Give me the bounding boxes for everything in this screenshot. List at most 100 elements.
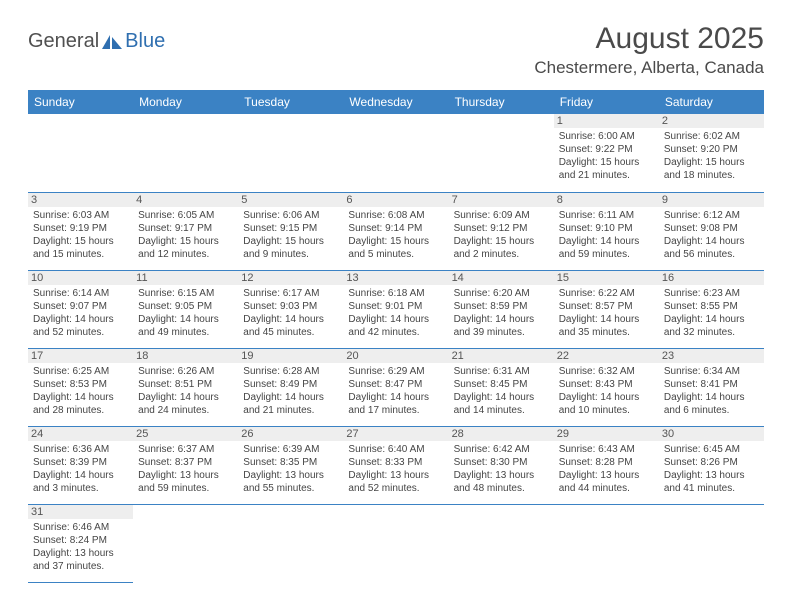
day-detail: Sunrise: 6:00 AMSunset: 9:22 PMDaylight:… bbox=[559, 130, 654, 182]
sunset: Sunset: 8:39 PM bbox=[33, 456, 128, 469]
calendar-cell: 18 Sunrise: 6:26 AMSunset: 8:51 PMDayligh… bbox=[133, 348, 238, 426]
daylight-line2: and 5 minutes. bbox=[348, 248, 443, 261]
daylight-line1: Daylight: 14 hours bbox=[664, 391, 759, 404]
day-detail: Sunrise: 6:43 AMSunset: 8:28 PMDaylight:… bbox=[559, 443, 654, 495]
calendar-cell: 6Sunrise: 6:08 AMSunset: 9:14 PMDaylight… bbox=[343, 192, 448, 270]
day-detail: Sunrise: 6:06 AMSunset: 9:15 PMDaylight:… bbox=[243, 209, 338, 261]
sunrise: Sunrise: 6:45 AM bbox=[664, 443, 759, 456]
calendar-cell: 27 Sunrise: 6:40 AMSunset: 8:33 PMDayligh… bbox=[343, 426, 448, 504]
daylight-line1: Daylight: 15 hours bbox=[243, 235, 338, 248]
sunset: Sunset: 8:30 PM bbox=[454, 456, 549, 469]
sunset: Sunset: 8:26 PM bbox=[664, 456, 759, 469]
calendar-cell: 26Sunrise: 6:39 AMSunset: 8:35 PMDayligh… bbox=[238, 426, 343, 504]
day-detail: Sunrise: 6:29 AMSunset: 8:47 PMDaylight:… bbox=[348, 365, 443, 417]
sunset: Sunset: 8:41 PM bbox=[664, 378, 759, 391]
day-header: Tuesday bbox=[238, 90, 343, 114]
calendar-cell: 30Sunrise: 6:45 AMSunset: 8:26 PMDayligh… bbox=[659, 426, 764, 504]
sunrise: Sunrise: 6:00 AM bbox=[559, 130, 654, 143]
calendar-cell: 15 Sunrise: 6:22 AMSunset: 8:57 PMDayligh… bbox=[554, 270, 659, 348]
sunrise: Sunrise: 6:17 AM bbox=[243, 287, 338, 300]
daylight-line2: and 52 minutes. bbox=[348, 482, 443, 495]
day-header: Saturday bbox=[659, 90, 764, 114]
sunrise: Sunrise: 6:32 AM bbox=[559, 365, 654, 378]
day-number: 18 bbox=[133, 349, 238, 363]
calendar-cell: 25 Sunrise: 6:37 AMSunset: 8:37 PMDayligh… bbox=[133, 426, 238, 504]
calendar-header-row: SundayMondayTuesdayWednesdayThursdayFrid… bbox=[28, 90, 764, 114]
sunset: Sunset: 8:51 PM bbox=[138, 378, 233, 391]
daylight-line1: Daylight: 14 hours bbox=[243, 313, 338, 326]
sunrise: Sunrise: 6:02 AM bbox=[664, 130, 759, 143]
day-detail: Sunrise: 6:02 AMSunset: 9:20 PMDaylight:… bbox=[664, 130, 759, 182]
daylight-line1: Daylight: 14 hours bbox=[33, 313, 128, 326]
daylight-line2: and 35 minutes. bbox=[559, 326, 654, 339]
calendar-cell bbox=[133, 114, 238, 192]
logo-word2: Blue bbox=[125, 30, 165, 53]
sunset: Sunset: 8:59 PM bbox=[454, 300, 549, 313]
daylight-line1: Daylight: 14 hours bbox=[138, 391, 233, 404]
daylight-line2: and 59 minutes. bbox=[138, 482, 233, 495]
sunset: Sunset: 8:35 PM bbox=[243, 456, 338, 469]
sunset: Sunset: 9:07 PM bbox=[33, 300, 128, 313]
day-number: 3 bbox=[28, 193, 133, 207]
day-detail: Sunrise: 6:22 AMSunset: 8:57 PMDaylight:… bbox=[559, 287, 654, 339]
daylight-line2: and 41 minutes. bbox=[664, 482, 759, 495]
day-detail: Sunrise: 6:37 AMSunset: 8:37 PMDaylight:… bbox=[138, 443, 233, 495]
sunrise: Sunrise: 6:22 AM bbox=[559, 287, 654, 300]
day-number: 12 bbox=[238, 271, 343, 285]
calendar-body: 1Sunrise: 6:00 AMSunset: 9:22 PMDaylight… bbox=[28, 114, 764, 582]
sunrise: Sunrise: 6:08 AM bbox=[348, 209, 443, 222]
day-number: 16 bbox=[659, 271, 764, 285]
daylight-line2: and 24 minutes. bbox=[138, 404, 233, 417]
day-detail: Sunrise: 6:15 AMSunset: 9:05 PMDaylight:… bbox=[138, 287, 233, 339]
daylight-line1: Daylight: 13 hours bbox=[138, 469, 233, 482]
day-detail: Sunrise: 6:18 AMSunset: 9:01 PMDaylight:… bbox=[348, 287, 443, 339]
day-number: 19 bbox=[238, 349, 343, 363]
daylight-line1: Daylight: 14 hours bbox=[664, 313, 759, 326]
sunrise: Sunrise: 6:05 AM bbox=[138, 209, 233, 222]
calendar-cell bbox=[554, 504, 659, 582]
calendar-cell: 10Sunrise: 6:14 AMSunset: 9:07 PMDayligh… bbox=[28, 270, 133, 348]
daylight-line2: and 12 minutes. bbox=[138, 248, 233, 261]
daylight-line1: Daylight: 13 hours bbox=[664, 469, 759, 482]
sunset: Sunset: 9:14 PM bbox=[348, 222, 443, 235]
sunrise: Sunrise: 6:26 AM bbox=[138, 365, 233, 378]
day-header: Monday bbox=[133, 90, 238, 114]
day-detail: Sunrise: 6:12 AMSunset: 9:08 PMDaylight:… bbox=[664, 209, 759, 261]
sunrise: Sunrise: 6:20 AM bbox=[454, 287, 549, 300]
daylight-line2: and 28 minutes. bbox=[33, 404, 128, 417]
calendar-cell: 22Sunrise: 6:32 AMSunset: 8:43 PMDayligh… bbox=[554, 348, 659, 426]
sunset: Sunset: 9:20 PM bbox=[664, 143, 759, 156]
sunrise: Sunrise: 6:12 AM bbox=[664, 209, 759, 222]
sunset: Sunset: 8:37 PM bbox=[138, 456, 233, 469]
daylight-line1: Daylight: 13 hours bbox=[33, 547, 128, 560]
sunset: Sunset: 9:15 PM bbox=[243, 222, 338, 235]
sunrise: Sunrise: 6:42 AM bbox=[454, 443, 549, 456]
day-detail: Sunrise: 6:32 AMSunset: 8:43 PMDaylight:… bbox=[559, 365, 654, 417]
day-number: 25 bbox=[133, 427, 238, 441]
sunrise: Sunrise: 6:43 AM bbox=[559, 443, 654, 456]
sunset: Sunset: 9:03 PM bbox=[243, 300, 338, 313]
day-number: 15 bbox=[554, 271, 659, 285]
sail-icon bbox=[101, 34, 123, 50]
day-detail: Sunrise: 6:42 AMSunset: 8:30 PMDaylight:… bbox=[454, 443, 549, 495]
logo-word1: General bbox=[28, 30, 99, 53]
calendar-cell: 2Sunrise: 6:02 AMSunset: 9:20 PMDaylight… bbox=[659, 114, 764, 192]
daylight-line2: and 15 minutes. bbox=[33, 248, 128, 261]
day-detail: Sunrise: 6:40 AMSunset: 8:33 PMDaylight:… bbox=[348, 443, 443, 495]
day-detail: Sunrise: 6:20 AMSunset: 8:59 PMDaylight:… bbox=[454, 287, 549, 339]
day-number: 27 bbox=[343, 427, 448, 441]
sunrise: Sunrise: 6:36 AM bbox=[33, 443, 128, 456]
calendar-cell: 11Sunrise: 6:15 AMSunset: 9:05 PMDayligh… bbox=[133, 270, 238, 348]
page-title: August 2025 bbox=[534, 22, 764, 56]
sunset: Sunset: 9:19 PM bbox=[33, 222, 128, 235]
day-number: 20 bbox=[343, 349, 448, 363]
daylight-line1: Daylight: 14 hours bbox=[348, 313, 443, 326]
day-number: 26 bbox=[238, 427, 343, 441]
calendar-cell: 7Sunrise: 6:09 AMSunset: 9:12 PMDaylight… bbox=[449, 192, 554, 270]
daylight-line2: and 2 minutes. bbox=[454, 248, 549, 261]
day-number: 29 bbox=[554, 427, 659, 441]
sunrise: Sunrise: 6:15 AM bbox=[138, 287, 233, 300]
calendar-cell bbox=[238, 114, 343, 192]
daylight-line2: and 49 minutes. bbox=[138, 326, 233, 339]
daylight-line1: Daylight: 15 hours bbox=[33, 235, 128, 248]
